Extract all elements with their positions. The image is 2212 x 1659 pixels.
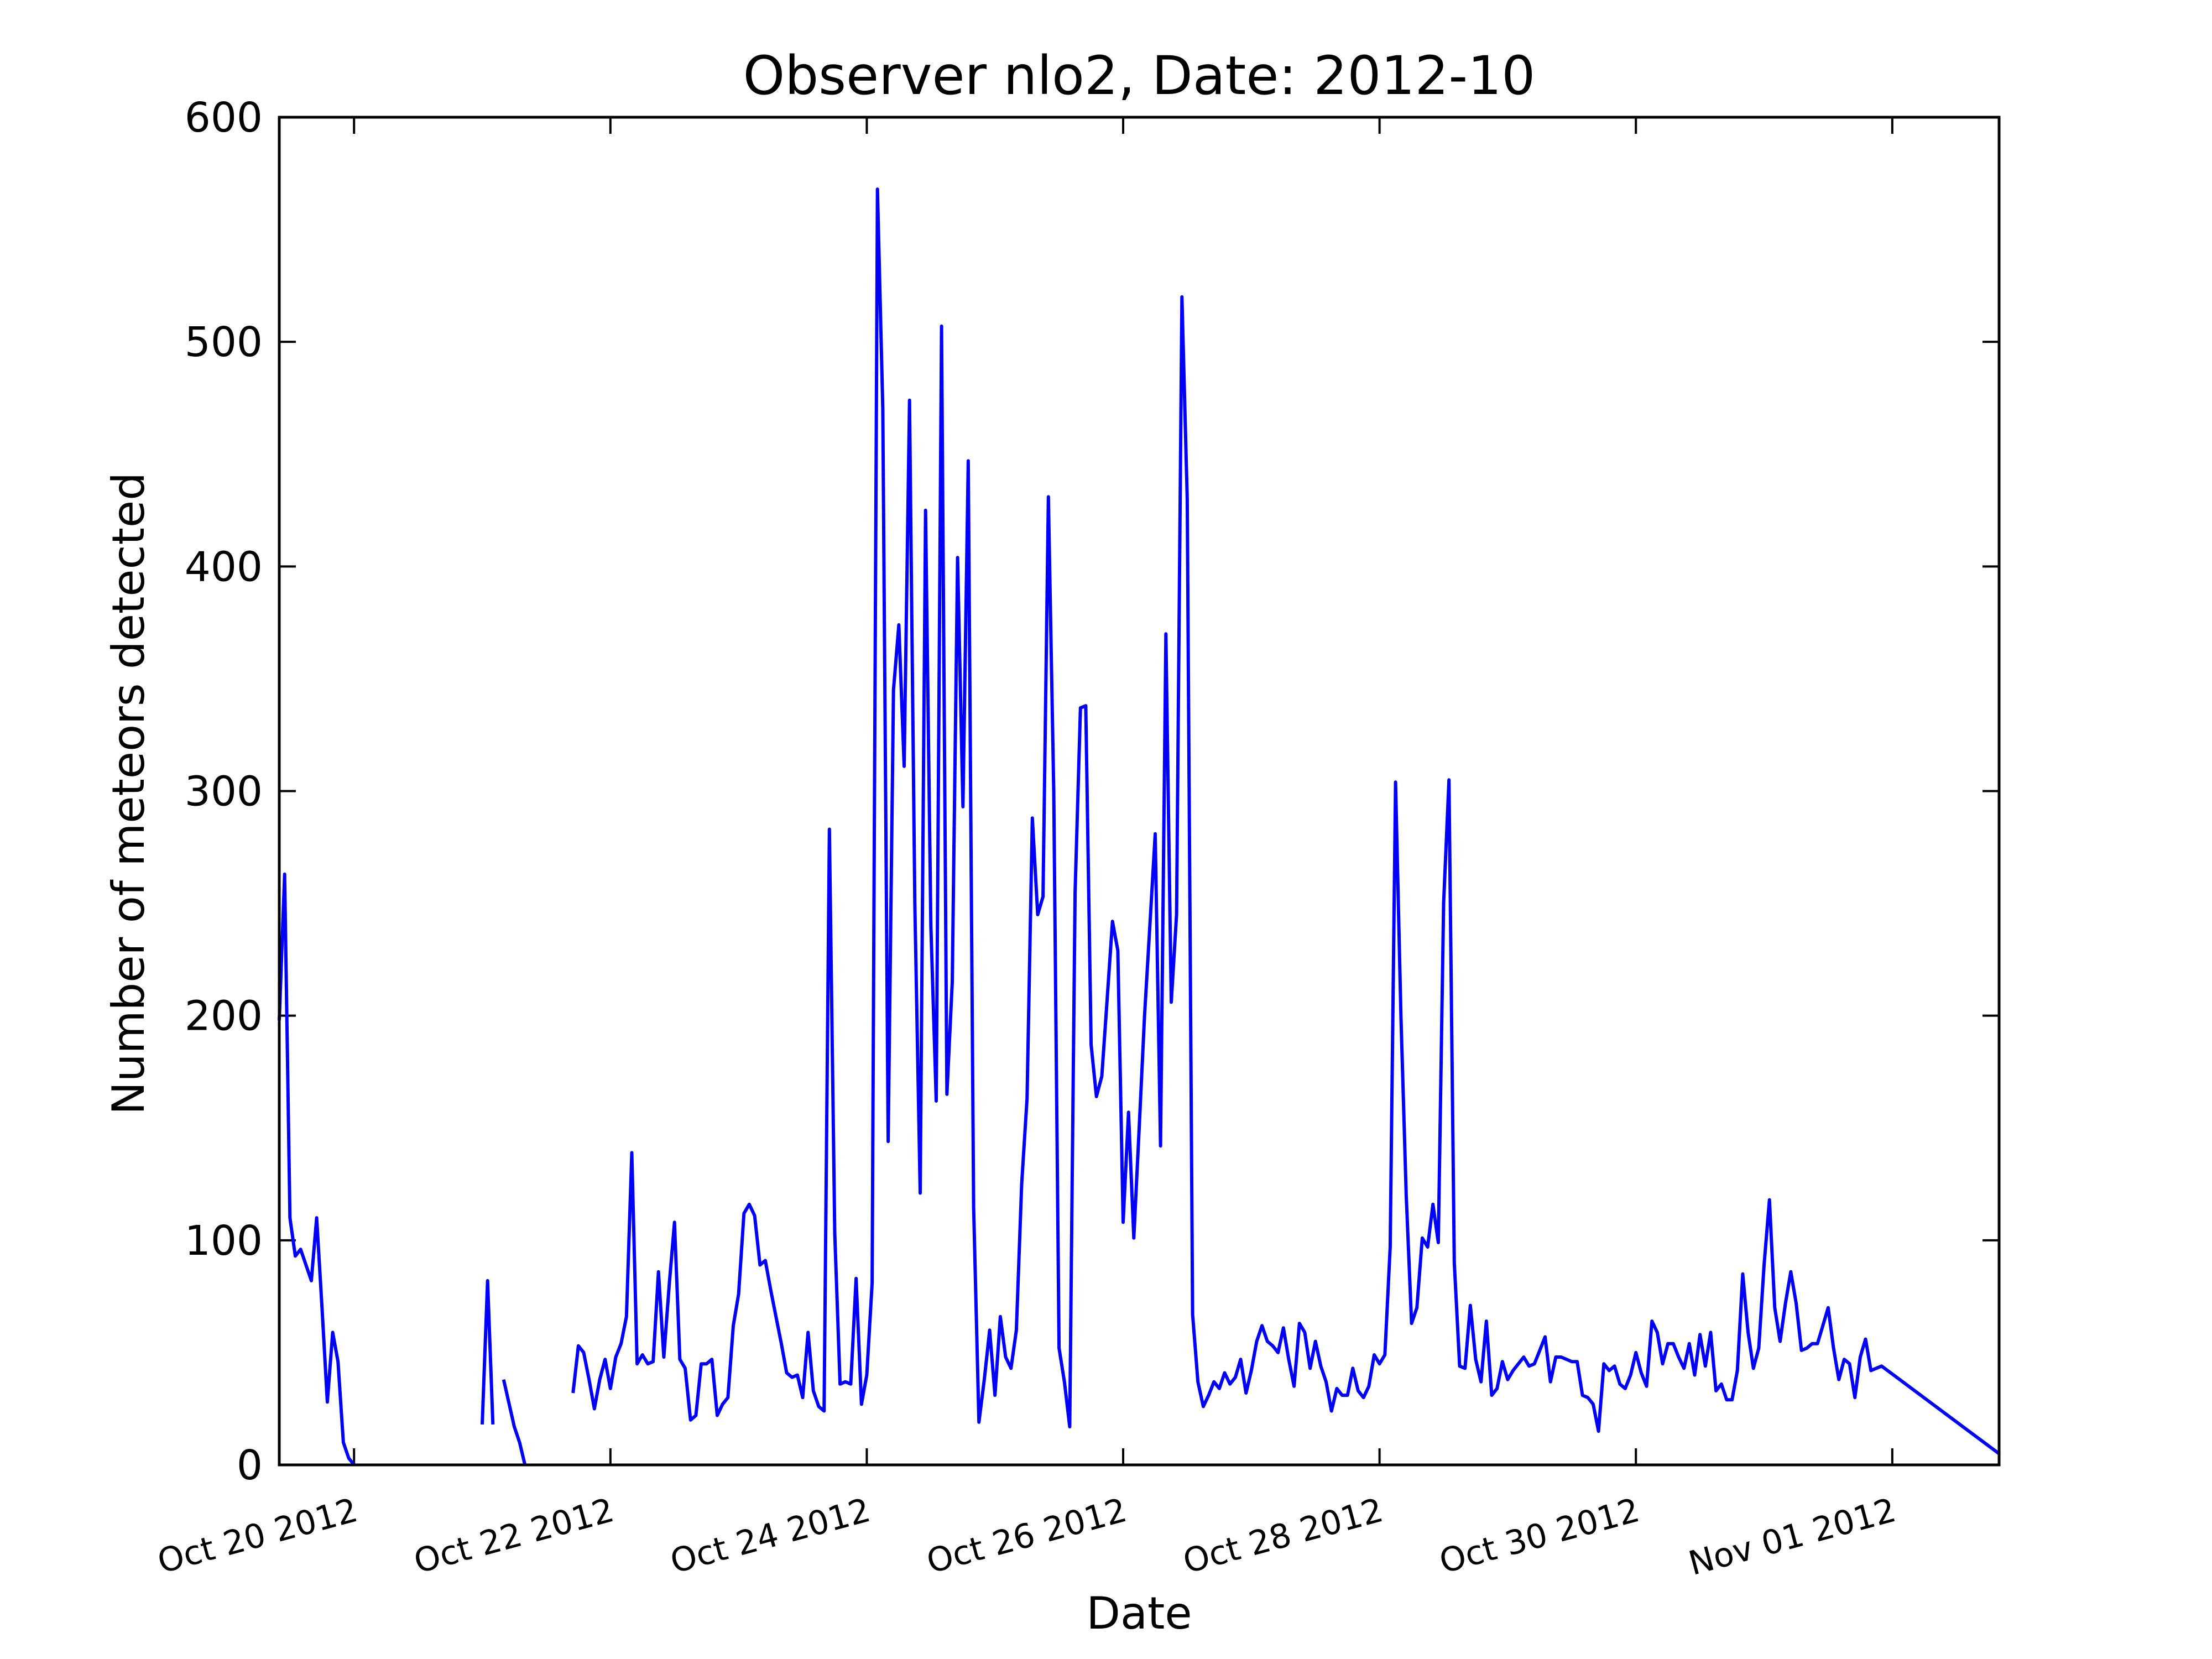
chart-title: Observer nlo2, Date: 2012-10 (743, 45, 1536, 107)
y-axis-ticks: 0 100 200 300 400 500 600 (185, 94, 1999, 1489)
y-tick-label: 500 (185, 319, 263, 366)
y-tick-label: 600 (185, 94, 263, 142)
series-line-segment (481, 1279, 495, 1425)
y-tick-label: 100 (185, 1217, 263, 1265)
x-axis-label: Date (1086, 1588, 1192, 1639)
plot-frame (278, 116, 2001, 1467)
y-tick-label: 200 (185, 993, 263, 1040)
y-tick-label: 300 (185, 768, 263, 816)
series-layer (278, 187, 2000, 1466)
y-tick-label: 0 (237, 1442, 263, 1489)
y-tick-label: 400 (185, 543, 263, 591)
series-line-segment (278, 872, 356, 1466)
series-line-segment (571, 187, 2000, 1455)
series-line-segment (502, 1379, 527, 1465)
y-axis-label: Number of meteors detected (103, 472, 154, 1115)
